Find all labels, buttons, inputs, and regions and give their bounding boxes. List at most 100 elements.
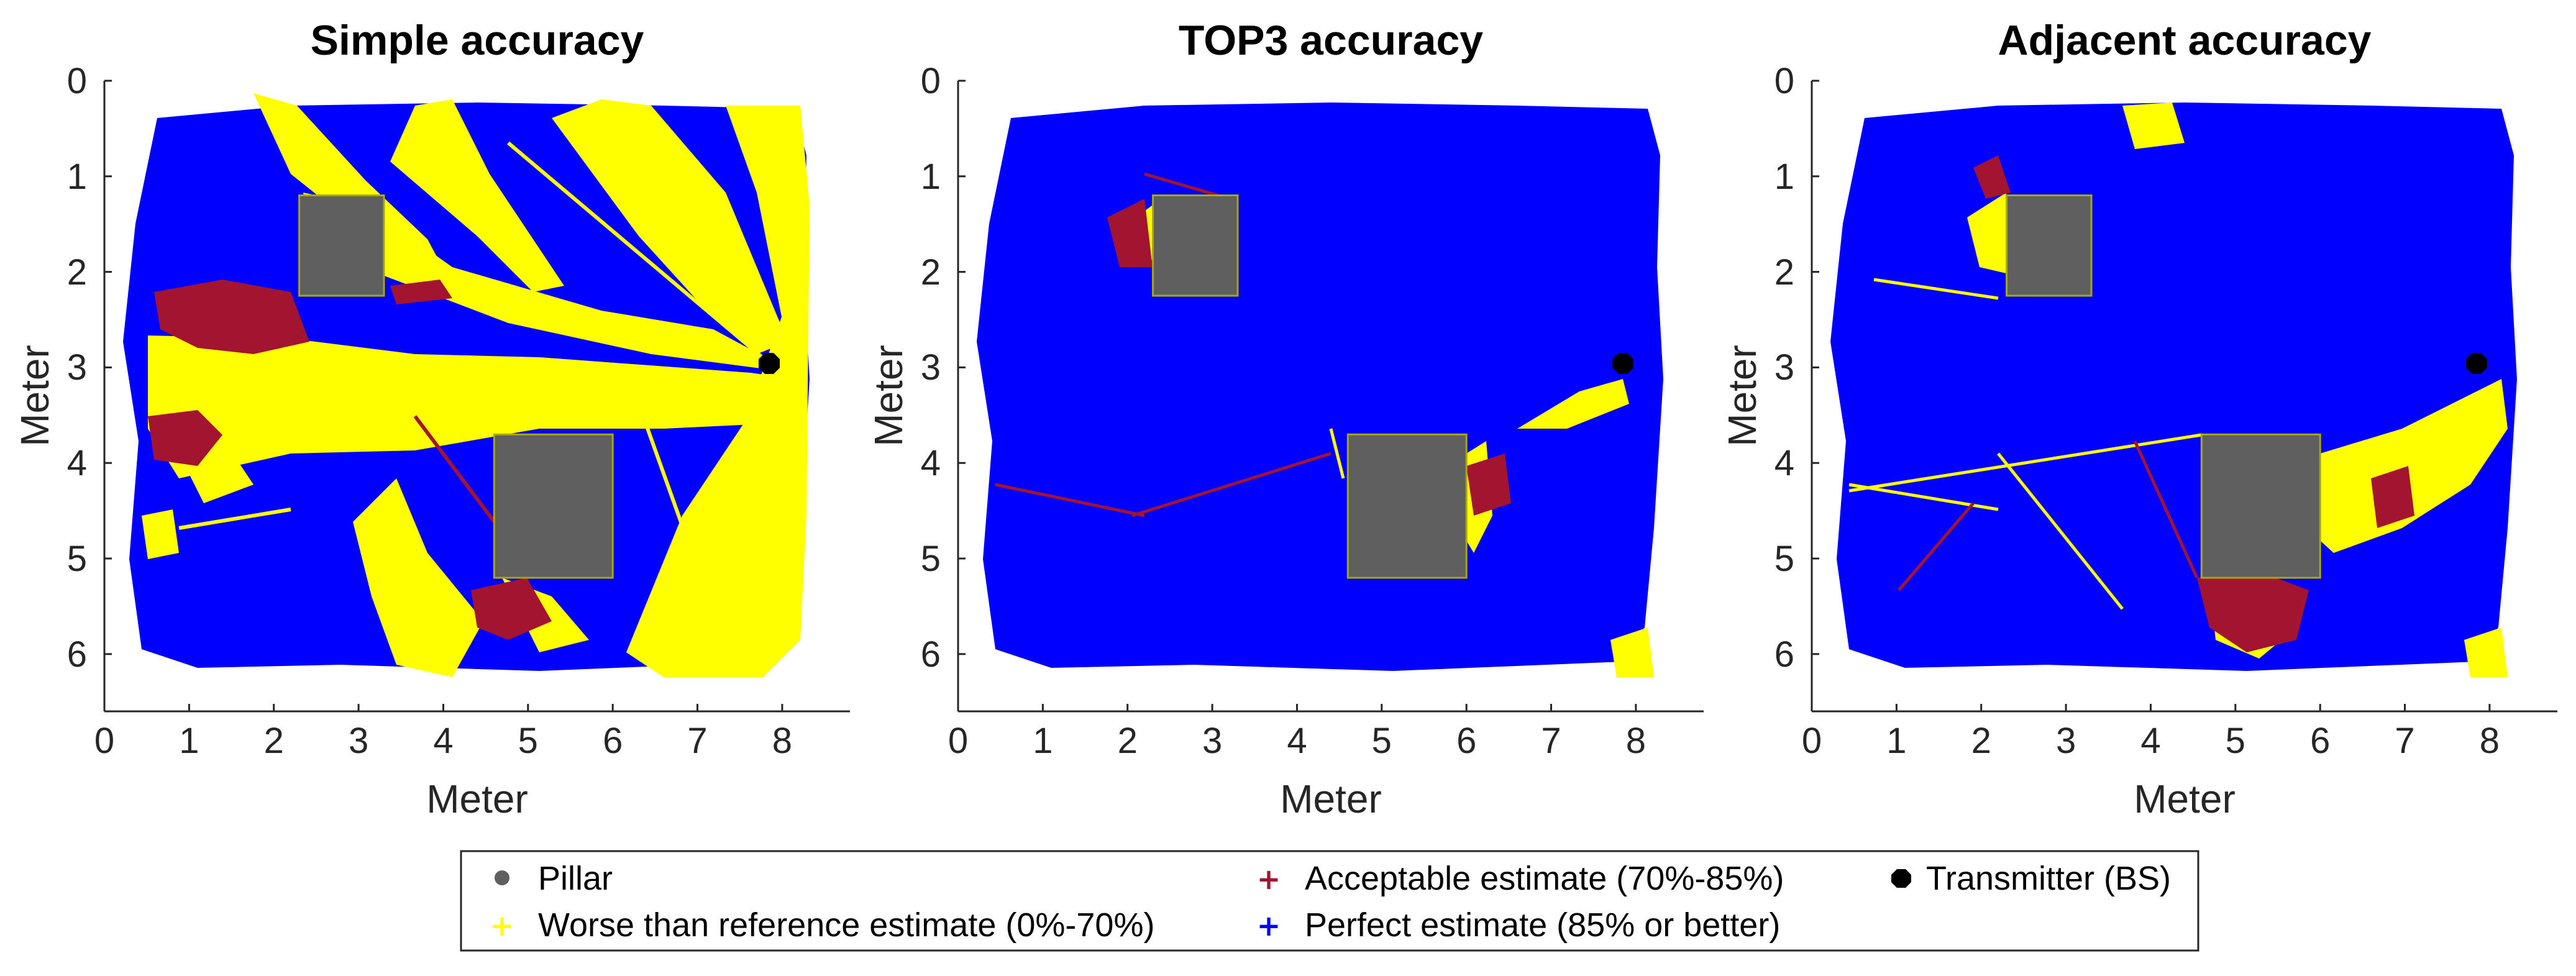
x-axis-label: Meter [426, 777, 528, 821]
y-axis-label: Meter [12, 345, 57, 447]
y-axis-label: Meter [866, 345, 911, 447]
pillar [493, 433, 614, 579]
x-tick-label: 0 [94, 721, 114, 761]
chart-title: Adjacent accuracy [1998, 17, 2372, 64]
x-tick-label: 3 [1202, 721, 1222, 761]
y-tick-label: 6 [1774, 634, 1794, 675]
y-tick-label: 1 [1774, 157, 1794, 197]
y-tick-label: 4 [1774, 443, 1794, 483]
y-tick-label: 6 [921, 634, 941, 675]
legend-entry-acceptable: + Acceptable estimate (70%-85%) [1257, 860, 1784, 897]
pillar [2200, 433, 2321, 579]
x-tick-label: 6 [2310, 721, 2330, 761]
x-tick-label: 0 [1802, 721, 1822, 761]
legend-label: Acceptable estimate (70%-85%) [1305, 860, 1784, 897]
x-tick-label: 2 [264, 721, 284, 761]
pillar [1346, 433, 1468, 579]
x-tick-label: 1 [1033, 721, 1053, 761]
plot-area [123, 93, 810, 677]
y-tick-label: 0 [67, 61, 87, 101]
legend-box [460, 850, 2199, 952]
axes [957, 81, 1704, 713]
x-tick-label: 2 [1971, 721, 1991, 761]
legend-entry-worse: + Worse than reference estimate (0%-70%) [490, 906, 1155, 944]
axes [103, 81, 850, 713]
x-ticks: 0 1 2 3 4 5 6 7 8 [948, 704, 1646, 761]
y-tick-label: 2 [921, 252, 941, 293]
y-tick-label: 6 [67, 634, 87, 675]
x-tick-label: 3 [349, 721, 368, 761]
x-tick-label: 1 [1886, 721, 1906, 761]
y-tick-label: 2 [67, 252, 87, 293]
y-tick-label: 1 [67, 157, 87, 197]
y-tick-label: 4 [921, 443, 941, 483]
y-ticks: 0 1 2 3 4 5 6 [921, 61, 966, 675]
legend-label: Transmitter (BS) [1926, 860, 2171, 897]
y-tick-label: 4 [67, 443, 87, 483]
x-tick-label: 6 [1456, 721, 1476, 761]
x-tick-label: 4 [1287, 721, 1307, 761]
y-tick-label: 3 [921, 347, 941, 388]
pillar-marker [495, 870, 509, 885]
chart-title: TOP3 accuracy [1179, 17, 1483, 64]
plus-marker: + [1257, 909, 1281, 942]
x-tick-label: 7 [687, 721, 707, 761]
x-tick-label: 6 [603, 721, 623, 761]
pillar [2006, 194, 2093, 297]
worse-regions [142, 93, 810, 677]
x-tick-label: 8 [772, 721, 792, 761]
x-tick-label: 7 [1541, 721, 1561, 761]
y-axis-label: Meter [1720, 345, 1765, 447]
x-tick-label: 8 [2480, 721, 2500, 761]
legend-entry-transmitter: Transmitter (BS) [1891, 860, 2171, 897]
x-tick-label: 1 [179, 721, 199, 761]
legend-label: Pillar [538, 860, 613, 897]
x-tick-label: 5 [2226, 721, 2245, 761]
x-tick-label: 8 [1626, 721, 1646, 761]
y-tick-label: 2 [1774, 252, 1794, 293]
streaks [1848, 278, 2202, 610]
x-ticks: 0 1 2 3 4 5 6 7 8 [1802, 704, 2500, 761]
legend-entry-perfect: + Perfect estimate (85% or better) [1257, 906, 1781, 944]
chart-title: Simple accuracy [311, 17, 644, 64]
y-ticks: 0 1 2 3 4 5 6 [67, 61, 112, 675]
x-tick-label: 2 [1118, 721, 1138, 761]
legend: Pillar + Worse than reference estimate (… [460, 850, 2199, 952]
x-tick-label: 4 [433, 721, 453, 761]
pillar [1152, 194, 1239, 297]
panel-simple-accuracy: Simple accuracy [12, 17, 850, 821]
acceptable-regions [148, 280, 552, 640]
y-ticks: 0 1 2 3 4 5 6 [1774, 61, 1819, 675]
panel-adjacent-accuracy: Adjacent accuracy [1720, 17, 2557, 821]
y-tick-label: 0 [1774, 61, 1794, 101]
y-tick-label: 1 [921, 157, 941, 197]
y-tick-label: 5 [67, 539, 87, 579]
legend-label: Perfect estimate (85% or better) [1305, 906, 1780, 944]
x-tick-label: 0 [948, 721, 968, 761]
plot-area [1830, 103, 2517, 677]
transmitter-marker [1891, 869, 1911, 888]
acceptable-regions [1107, 199, 1511, 516]
axes [1811, 81, 2557, 713]
x-tick-label: 3 [2056, 721, 2076, 761]
pillar [298, 194, 385, 297]
streaks [178, 141, 789, 579]
x-tick-label: 4 [2140, 721, 2160, 761]
acceptable-regions [1973, 155, 2414, 652]
transmitter-marker [2466, 353, 2487, 374]
x-axis-label: Meter [2134, 777, 2236, 821]
y-tick-label: 3 [67, 347, 87, 388]
y-tick-label: 5 [921, 539, 941, 579]
x-axis-label: Meter [1280, 777, 1382, 821]
plus-marker: + [1257, 862, 1281, 896]
y-tick-label: 3 [1774, 347, 1794, 388]
perfect-region [977, 103, 1663, 671]
streaks [995, 172, 1345, 518]
y-tick-label: 5 [1774, 539, 1794, 579]
panel-top3-accuracy: TOP3 accuracy [866, 17, 1704, 821]
x-tick-label: 5 [1372, 721, 1392, 761]
y-tick-label: 0 [921, 61, 941, 101]
legend-entry-pillar: Pillar [495, 860, 613, 897]
transmitter-marker [759, 353, 780, 374]
